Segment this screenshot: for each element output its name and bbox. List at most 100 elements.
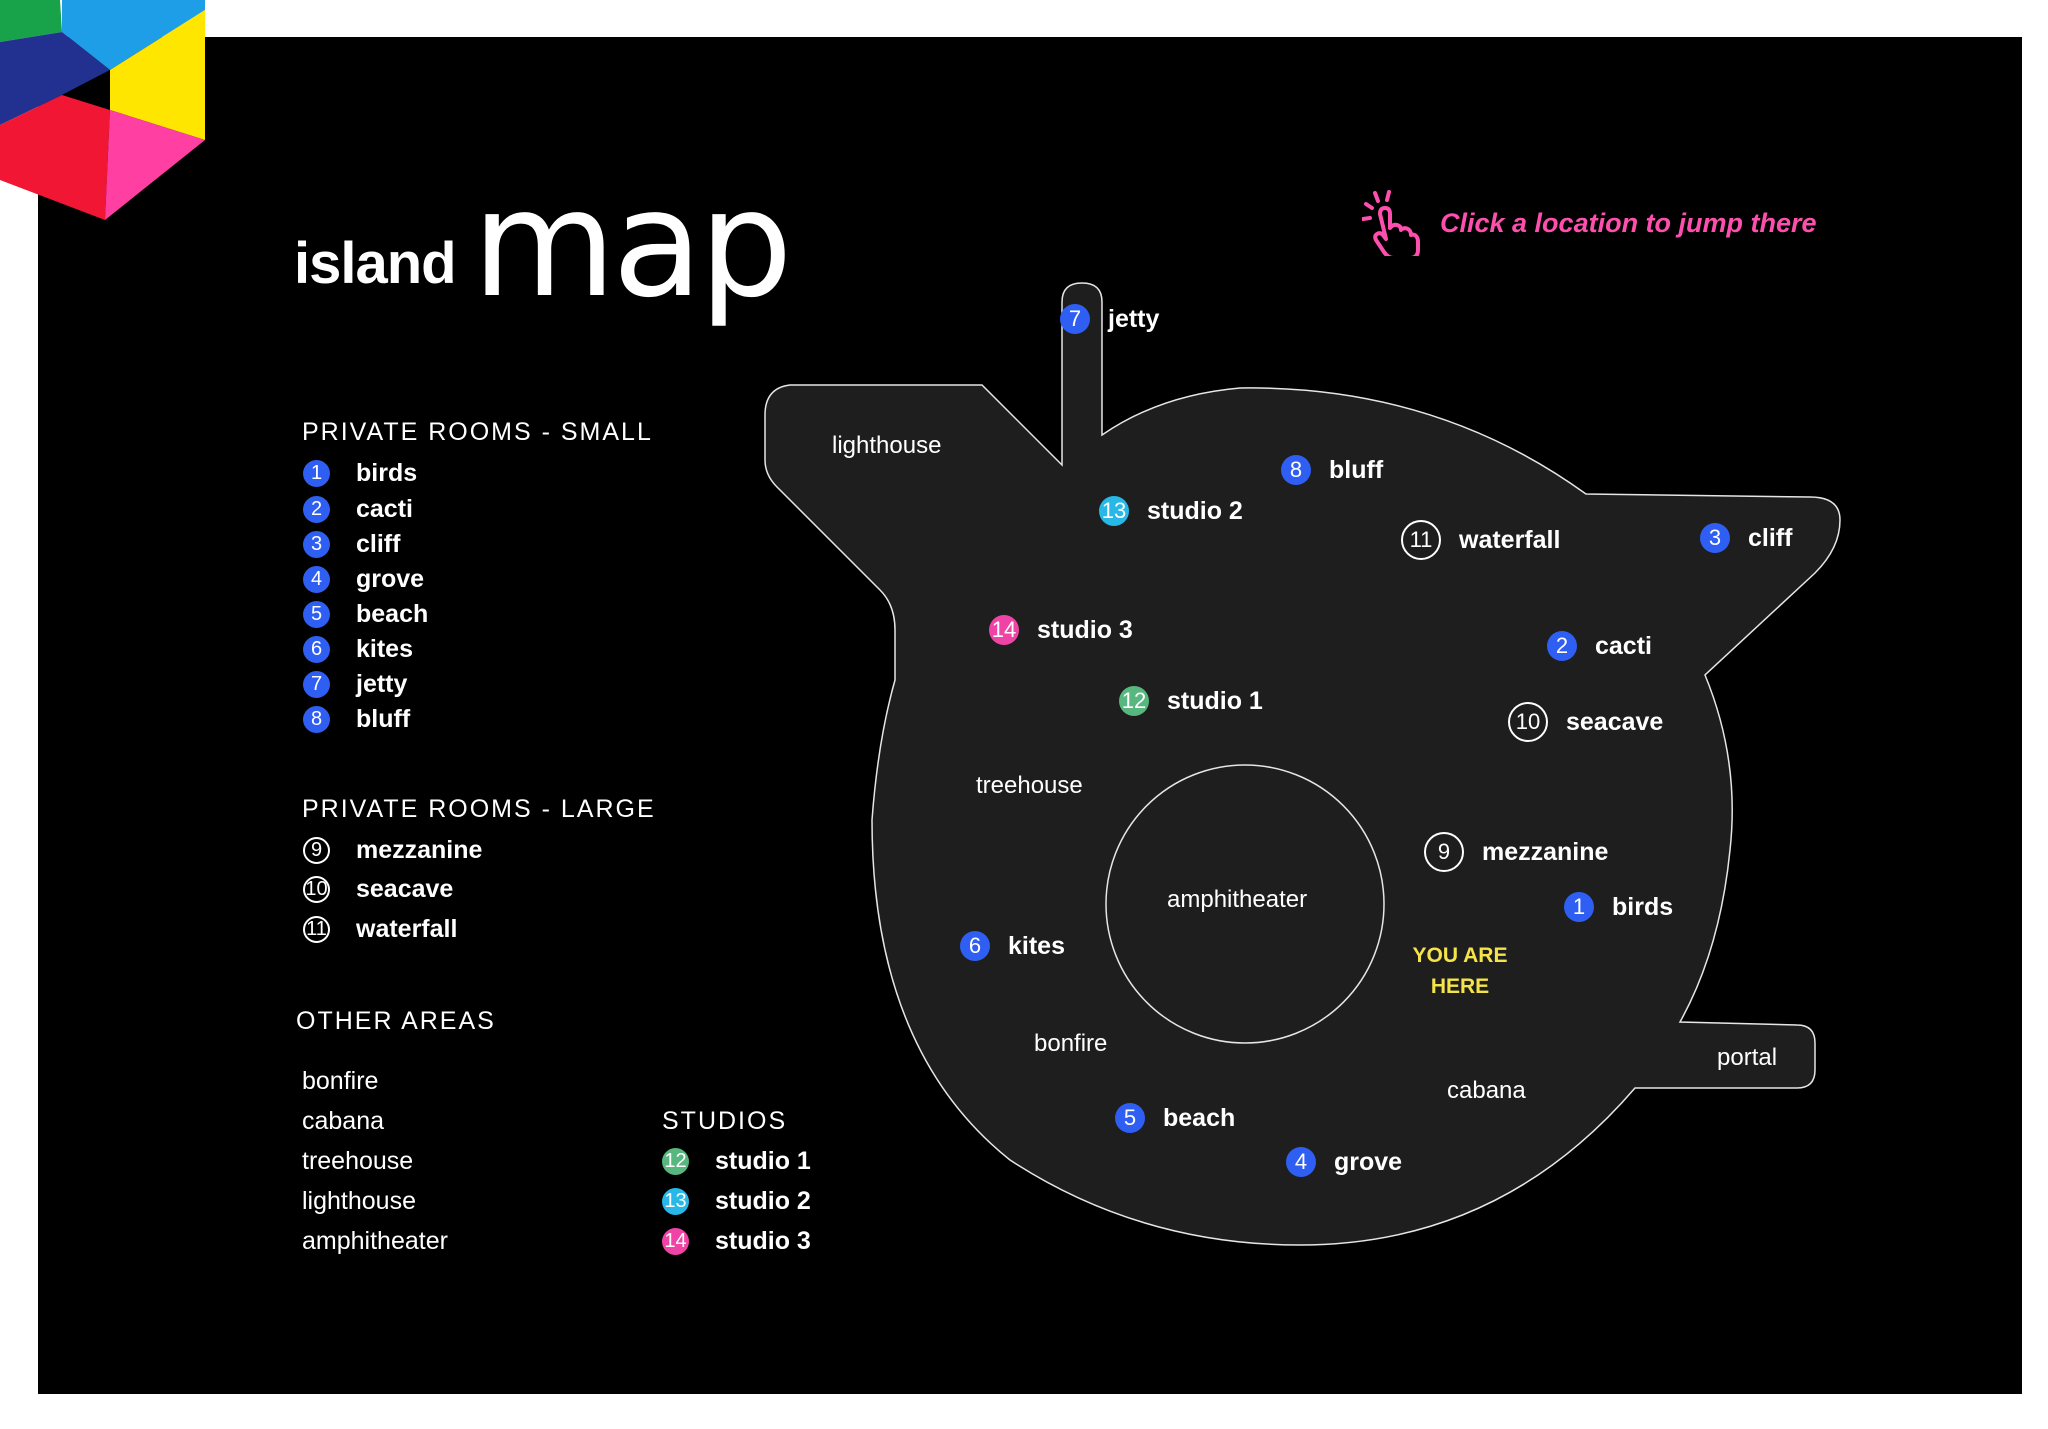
legend-number: 13: [662, 1187, 689, 1215]
legend-label: waterfall: [356, 914, 458, 943]
map-location-cacti[interactable]: 2 cacti: [1547, 631, 1652, 661]
legend-number: 12: [662, 1147, 689, 1175]
map-location-kites[interactable]: 6 kites: [960, 931, 1065, 961]
map-number: 6: [960, 931, 990, 961]
legend-item-seacave[interactable]: 10 seacave: [303, 874, 453, 904]
legend-item-jetty[interactable]: 7 jetty: [303, 669, 407, 699]
you-are-here-line2: HERE: [1430, 975, 1490, 998]
map-location-studio3[interactable]: 14 studio 3: [989, 615, 1133, 645]
legend-heading-large: PRIVATE ROOMS - LARGE: [302, 795, 656, 823]
map-location-seacave[interactable]: 10 seacave: [1508, 702, 1663, 742]
legend-label: bluff: [356, 704, 411, 733]
map-area-bonfire[interactable]: bonfire: [1034, 1030, 1108, 1057]
legend-label: grove: [356, 564, 425, 593]
legend-area-bonfire[interactable]: bonfire: [302, 1067, 379, 1095]
map-number: 1: [1564, 892, 1594, 922]
jump-hint: Click a location to jump there: [1362, 190, 1817, 256]
legend-heading-studios: STUDIOS: [662, 1107, 788, 1135]
legend-item-studio1[interactable]: 12 studio 1: [662, 1146, 811, 1176]
legend-area-amphitheater[interactable]: amphitheater: [302, 1227, 448, 1255]
title-island: island: [294, 231, 457, 296]
map-number: 3: [1700, 523, 1730, 553]
legend-label: birds: [356, 458, 418, 487]
map-number: 7: [1060, 304, 1090, 334]
legend-number: 1: [303, 459, 330, 487]
map-label: bluff: [1329, 455, 1384, 484]
legend-label: studio 3: [715, 1226, 811, 1255]
map-number: 10: [1508, 702, 1548, 742]
map-area-lighthouse[interactable]: lighthouse: [832, 432, 942, 459]
legend-number: 7: [303, 670, 330, 698]
map-label: studio 1: [1167, 686, 1263, 715]
legend-item-mezzanine[interactable]: 9 mezzanine: [303, 835, 482, 865]
legend-item-bluff[interactable]: 8 bluff: [303, 704, 410, 734]
legend-label: cacti: [356, 494, 413, 523]
map-location-studio1[interactable]: 12 studio 1: [1119, 686, 1263, 716]
map-label: seacave: [1566, 707, 1664, 736]
legend-item-cacti[interactable]: 2 cacti: [303, 494, 413, 524]
map-location-mezzanine[interactable]: 9 mezzanine: [1424, 832, 1608, 872]
map-area-amphitheater[interactable]: amphitheater: [1167, 886, 1308, 913]
map-location-beach[interactable]: 5 beach: [1115, 1103, 1235, 1133]
legend-item-birds[interactable]: 1 birds: [303, 458, 417, 488]
legend-number: 8: [303, 705, 330, 733]
legend-item-waterfall[interactable]: 11 waterfall: [303, 914, 457, 944]
map-area-treehouse[interactable]: treehouse: [976, 772, 1083, 799]
map-location-cliff[interactable]: 3 cliff: [1700, 523, 1792, 553]
map-label: waterfall: [1459, 525, 1561, 554]
legend-item-studio2[interactable]: 13 studio 2: [662, 1186, 811, 1216]
map-label: mezzanine: [1482, 837, 1609, 866]
map-label: kites: [1008, 931, 1065, 960]
map-area-cabana[interactable]: cabana: [1447, 1077, 1526, 1104]
legend-label: mezzanine: [356, 835, 483, 864]
legend-number: 9: [303, 836, 330, 864]
map-label: cacti: [1595, 631, 1652, 660]
legend-area-lighthouse[interactable]: lighthouse: [302, 1187, 416, 1215]
map-number: 2: [1547, 631, 1577, 661]
legend-heading-small: PRIVATE ROOMS - SMALL: [302, 418, 653, 446]
brand-logo: [0, 0, 205, 220]
you-are-here-marker: YOU ARE HERE: [1400, 940, 1520, 1002]
legend-label: studio 2: [715, 1186, 811, 1215]
map-label: studio 2: [1147, 496, 1243, 525]
legend-number: 4: [303, 565, 330, 593]
map-location-birds[interactable]: 1 birds: [1564, 892, 1673, 922]
legend-item-beach[interactable]: 5 beach: [303, 599, 428, 629]
legend-area-cabana[interactable]: cabana: [302, 1107, 385, 1135]
you-are-here-line1: YOU ARE: [1412, 944, 1508, 967]
map-location-waterfall[interactable]: 11 waterfall: [1401, 520, 1560, 560]
legend-heading-other: OTHER AREAS: [296, 1007, 496, 1035]
map-number: 14: [989, 615, 1019, 645]
map-number: 4: [1286, 1147, 1316, 1177]
island-outline: [764, 282, 1841, 1246]
legend-label: seacave: [356, 874, 454, 903]
map-label: studio 3: [1037, 615, 1133, 644]
map-number: 5: [1115, 1103, 1145, 1133]
legend-number: 11: [303, 915, 330, 943]
map-location-bluff[interactable]: 8 bluff: [1281, 455, 1383, 485]
legend-item-cliff[interactable]: 3 cliff: [303, 529, 400, 559]
legend-item-studio3[interactable]: 14 studio 3: [662, 1226, 811, 1256]
map-location-studio2[interactable]: 13 studio 2: [1099, 496, 1243, 526]
legend-label: cliff: [356, 529, 401, 558]
legend-number: 3: [303, 530, 330, 558]
map-location-grove[interactable]: 4 grove: [1286, 1147, 1402, 1177]
map-label: beach: [1163, 1103, 1236, 1132]
map-label: cliff: [1748, 523, 1793, 552]
map-label: grove: [1334, 1147, 1403, 1176]
map-location-jetty[interactable]: 7 jetty: [1060, 304, 1159, 334]
legend-number: 2: [303, 495, 330, 523]
legend-item-kites[interactable]: 6 kites: [303, 634, 413, 664]
legend-label: kites: [356, 634, 413, 663]
legend-label: beach: [356, 599, 429, 628]
map-area-portal[interactable]: portal: [1717, 1044, 1778, 1071]
legend-item-grove[interactable]: 4 grove: [303, 564, 424, 594]
map-number: 11: [1401, 520, 1441, 560]
map-label: jetty: [1108, 304, 1160, 333]
amphitheater-circle: [1105, 764, 1385, 1044]
legend-label: studio 1: [715, 1146, 811, 1175]
legend-area-treehouse[interactable]: treehouse: [302, 1147, 414, 1175]
tap-hand-icon: [1362, 190, 1420, 256]
title-map-text: map: [472, 158, 793, 330]
